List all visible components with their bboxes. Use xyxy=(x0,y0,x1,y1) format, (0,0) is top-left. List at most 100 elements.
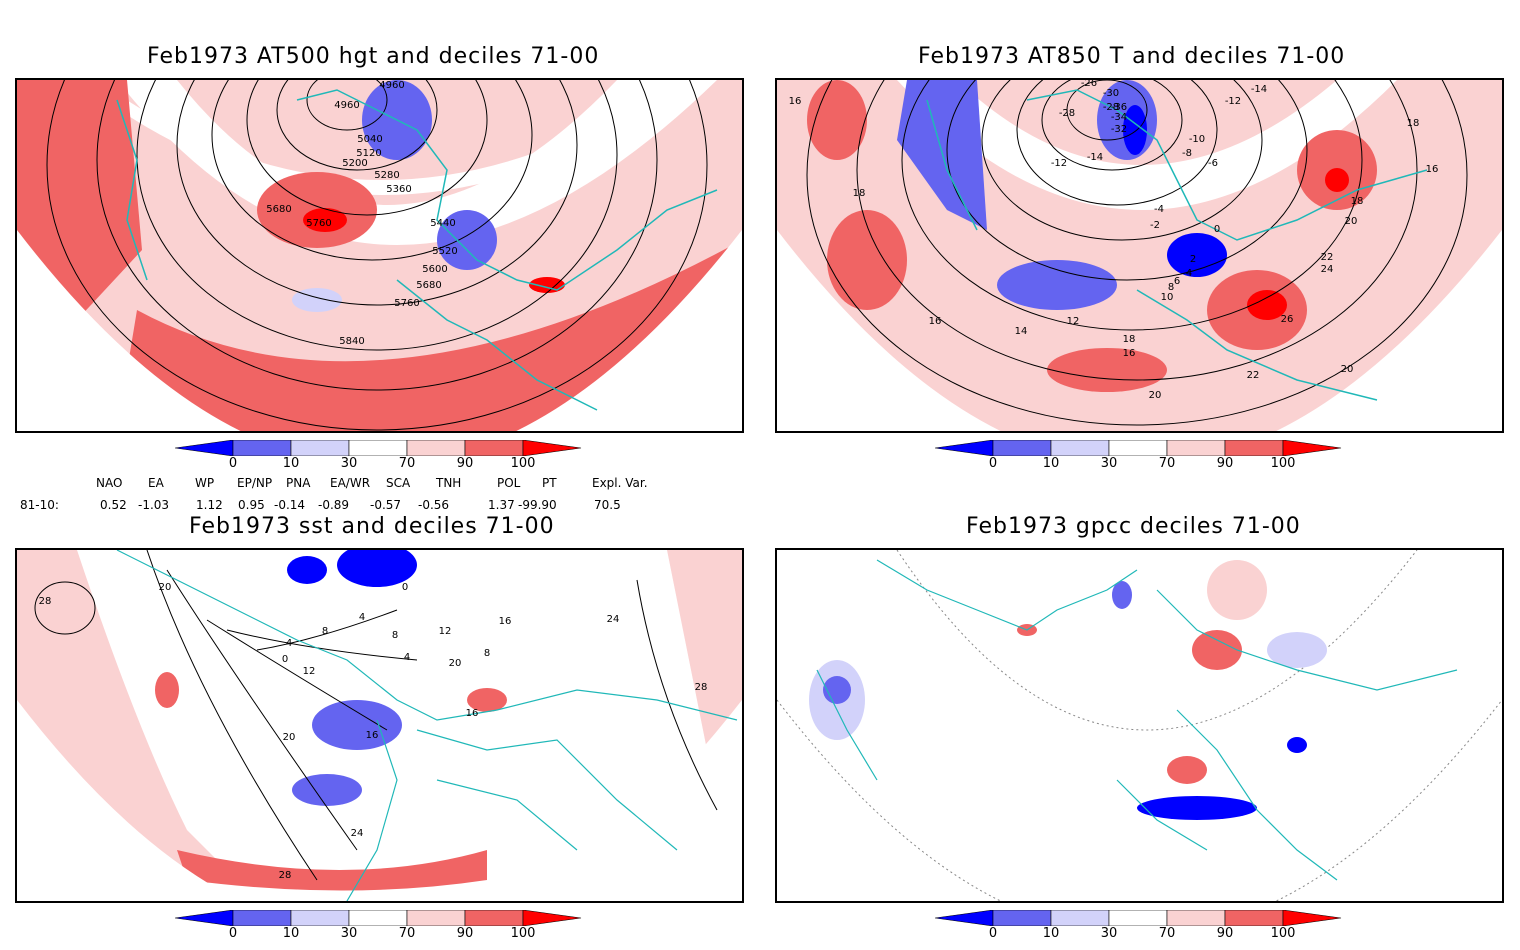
contour-label: 2 xyxy=(1190,254,1196,265)
index-row-label: 81-10: xyxy=(20,498,59,512)
colorbar-tick: 90 xyxy=(456,456,474,471)
contour-label: 4 xyxy=(1186,268,1192,279)
contour-label: 22 xyxy=(1321,252,1334,263)
index-value: -0.57 xyxy=(370,498,402,512)
colorbar-tick: 100 xyxy=(1270,926,1296,941)
contour-label: 24 xyxy=(1321,264,1334,275)
contour-label: 20 xyxy=(1341,364,1354,375)
index-header: PT xyxy=(542,476,557,490)
index-value: 1.37 xyxy=(488,498,515,512)
index-header: SCA xyxy=(386,476,411,490)
contour-label: 8 xyxy=(1168,282,1174,293)
colorbar-panel-3: 0 10 30 70 90 100 xyxy=(174,909,595,950)
map-panel-sst: 28 20 0 4 8 12 16 20 24 28 0 4 8 4 12 16… xyxy=(15,548,744,903)
contour-label: -28 xyxy=(1059,108,1075,119)
map-panel-t850: -26 -28 -30 -28 -32 -34 -36 -12 -14 -12 … xyxy=(775,78,1504,433)
colorbar-tick: 10 xyxy=(282,456,300,471)
colorbar-tick: 100 xyxy=(510,926,536,941)
index-header: POL xyxy=(497,476,521,490)
colorbar-swatch xyxy=(174,439,234,457)
contour-label: 5360 xyxy=(386,184,411,195)
colorbar-swatch xyxy=(348,439,408,457)
contour-label: 28 xyxy=(695,682,708,693)
colorbar-swatch xyxy=(232,909,292,927)
contour-label: 20 xyxy=(1345,216,1358,227)
contour-label: 5600 xyxy=(422,264,447,275)
contour-label: 5760 xyxy=(306,218,331,229)
contour-label: 18 xyxy=(1351,196,1364,207)
index-header: EA/WR xyxy=(330,476,371,490)
contour-label: -36 xyxy=(1111,102,1127,113)
contour-label: 5440 xyxy=(430,218,455,229)
contour-label: -2 xyxy=(1150,220,1160,231)
contour-label: 16 xyxy=(929,316,942,327)
colorbar-swatch xyxy=(522,439,582,457)
colorbar-swatch xyxy=(522,909,582,927)
colorbar-swatch xyxy=(1166,439,1226,457)
contour-label: 12 xyxy=(1067,316,1080,327)
colorbar-swatches xyxy=(174,909,582,927)
map-hgt500: 4960 4960 5040 5120 5200 5280 5360 5440 … xyxy=(17,80,742,431)
colorbar-swatches xyxy=(934,439,1342,457)
colorbar-swatch xyxy=(1050,909,1110,927)
index-value: -0.89 xyxy=(318,498,350,512)
contour-label: 28 xyxy=(39,596,52,607)
colorbar-swatch xyxy=(934,909,994,927)
contour-label: 8 xyxy=(484,648,490,659)
contour-label: -10 xyxy=(1189,134,1205,145)
colorbar-swatch xyxy=(406,439,466,457)
colorbar-tick: 0 xyxy=(228,456,238,471)
colorbar-swatch xyxy=(406,909,466,927)
contour-label: 4960 xyxy=(334,100,359,111)
colorbar-swatch xyxy=(934,439,994,457)
contour-label: 4 xyxy=(359,612,365,623)
colorbar-swatch xyxy=(1224,439,1284,457)
contour-label: 8 xyxy=(392,630,398,641)
colorbar-swatch xyxy=(174,909,234,927)
colorbar-tick: 70 xyxy=(398,926,416,941)
index-header: WP xyxy=(195,476,215,490)
contour-label: 5680 xyxy=(266,204,291,215)
contour-label: 16 xyxy=(466,708,479,719)
index-value: 0.95 xyxy=(238,498,265,512)
contour-label: -28 xyxy=(1103,102,1119,113)
colorbar-swatch xyxy=(290,909,350,927)
contour-label: 20 xyxy=(1149,390,1162,401)
map-panel-hgt500: 4960 4960 5040 5120 5200 5280 5360 5440 … xyxy=(15,78,744,433)
index-value: 0.52 xyxy=(100,498,127,512)
colorbar-swatch xyxy=(1108,439,1168,457)
contour-label: 16 xyxy=(789,96,802,107)
colorbar-tick: 10 xyxy=(282,926,300,941)
colorbar-swatch xyxy=(232,439,292,457)
map-sst: 28 20 0 4 8 12 16 20 24 28 0 4 8 4 12 16… xyxy=(17,550,742,901)
panel-3-title: Feb1973 sst and deciles 71-00 xyxy=(189,514,555,539)
contour-label: -12 xyxy=(1051,158,1067,169)
colorbar-tick: 70 xyxy=(1158,926,1176,941)
contour-label: 5760 xyxy=(394,298,419,309)
contour-label: 16 xyxy=(366,730,379,741)
contour-label: -14 xyxy=(1251,84,1267,95)
contour-label: 5520 xyxy=(432,246,457,257)
contour-label: 20 xyxy=(449,658,462,669)
contour-label: 18 xyxy=(853,188,866,199)
colorbar-panel-1: 0 10 30 70 90 100 xyxy=(174,439,595,480)
contour-label: -12 xyxy=(1225,96,1241,107)
map-t850: -26 -28 -30 -28 -32 -34 -36 -12 -14 -12 … xyxy=(777,80,1502,431)
contour-label: 5840 xyxy=(339,336,364,347)
contour-label: 12 xyxy=(439,626,452,637)
map-panel-gpcc xyxy=(775,548,1504,903)
contour-label: 5040 xyxy=(357,134,382,145)
index-value: -1.03 xyxy=(138,498,170,512)
contour-label: 4 xyxy=(286,638,292,649)
index-value: -99.90 xyxy=(518,498,557,512)
contour-label: 6 xyxy=(1174,276,1180,287)
colorbar-tick: 30 xyxy=(1100,456,1118,471)
index-value: 70.5 xyxy=(594,498,621,512)
contour-label: 0 xyxy=(402,582,408,593)
colorbar-tick: 0 xyxy=(228,926,238,941)
colorbar-tick: 90 xyxy=(1216,456,1234,471)
colorbar-tick: 90 xyxy=(456,926,474,941)
colorbar-swatch xyxy=(1108,909,1168,927)
contour-label: 16 xyxy=(499,616,512,627)
contour-label: -14 xyxy=(1087,152,1103,163)
